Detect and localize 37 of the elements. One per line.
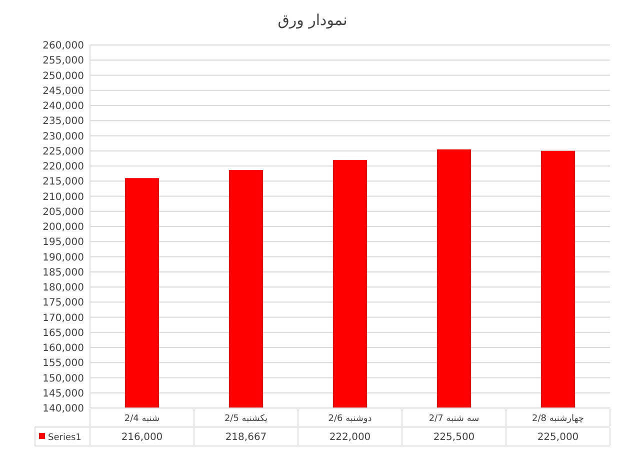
- data-label: 225,000: [537, 432, 579, 443]
- x-tick-label: دوشنبه 2/6: [328, 414, 372, 424]
- y-tick-label: 165,000: [42, 328, 84, 339]
- y-tick-label: 260,000: [42, 40, 84, 52]
- x-tick-label: شنبه 2/4: [124, 414, 160, 424]
- y-tick-label: 155,000: [42, 358, 84, 370]
- y-tick-label: 190,000: [42, 252, 84, 264]
- y-tick-label: 250,000: [42, 70, 84, 82]
- y-tick-label: 145,000: [42, 388, 84, 400]
- y-tick-label: 240,000: [42, 101, 84, 112]
- y-tick-label: 220,000: [42, 162, 84, 172]
- legend-label: Series1: [48, 433, 82, 443]
- data-label: 216,000: [121, 432, 163, 443]
- y-tick-label: 245,000: [42, 86, 84, 97]
- y-tick-label: 195,000: [42, 237, 84, 248]
- y-tick-label: 215,000: [42, 176, 84, 188]
- y-tick-label: 185,000: [42, 267, 84, 278]
- x-tick-label: سه شنبه 2/7: [428, 414, 480, 424]
- x-tick-label: یکشنبه 2/5: [224, 414, 268, 424]
- data-label: 218,667: [225, 432, 267, 443]
- y-tick-label: 140,000: [42, 404, 84, 414]
- y-tick-label: 175,000: [42, 298, 84, 309]
- y-tick-label: 225,000: [42, 146, 84, 158]
- y-tick-label: 150,000: [42, 373, 84, 384]
- chart-title: نمودار ورق: [278, 11, 348, 29]
- data-label: 225,500: [433, 432, 475, 443]
- y-tick-label: 180,000: [42, 282, 84, 294]
- y-tick-label: 235,000: [42, 116, 84, 128]
- y-tick-label: 170,000: [42, 312, 84, 324]
- y-tick-label: 210,000: [42, 192, 84, 203]
- y-tick-label: 160,000: [42, 343, 84, 354]
- x-tick-label: چهارشنبه 2/8: [532, 414, 584, 424]
- y-tick-label: 205,000: [42, 206, 84, 218]
- data-label: 222,000: [329, 432, 371, 443]
- y-tick-label: 255,000: [42, 56, 84, 67]
- y-tick-label: 230,000: [42, 131, 84, 142]
- y-tick-label: 200,000: [42, 222, 84, 233]
